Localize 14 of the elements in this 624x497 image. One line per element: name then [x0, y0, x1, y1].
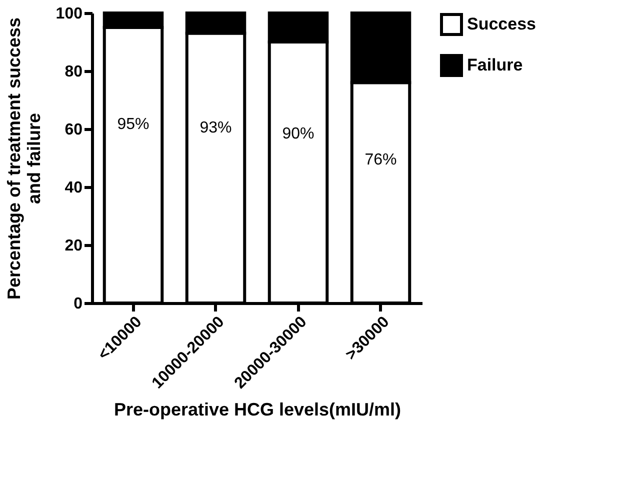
- y-tick-label: 20: [64, 238, 83, 254]
- legend-label: Failure: [467, 56, 523, 74]
- y-tick-label: 40: [64, 180, 83, 196]
- data-label: 90%: [282, 125, 314, 142]
- y-tick-label: 80: [64, 64, 83, 80]
- data-label: 95%: [117, 116, 150, 133]
- y-tick-label: 60: [64, 122, 83, 138]
- data-label: 76%: [364, 152, 397, 169]
- legend-label: Success: [467, 14, 536, 34]
- y-tick-label: 100: [56, 6, 83, 22]
- x-axis-title: Pre-operative HCG levels(mIU/ml): [114, 400, 402, 420]
- y-tick-label: 0: [74, 296, 83, 312]
- data-label: 93%: [200, 120, 232, 137]
- y-axis-title: Percentage of treatment success and failure: [4, 17, 44, 300]
